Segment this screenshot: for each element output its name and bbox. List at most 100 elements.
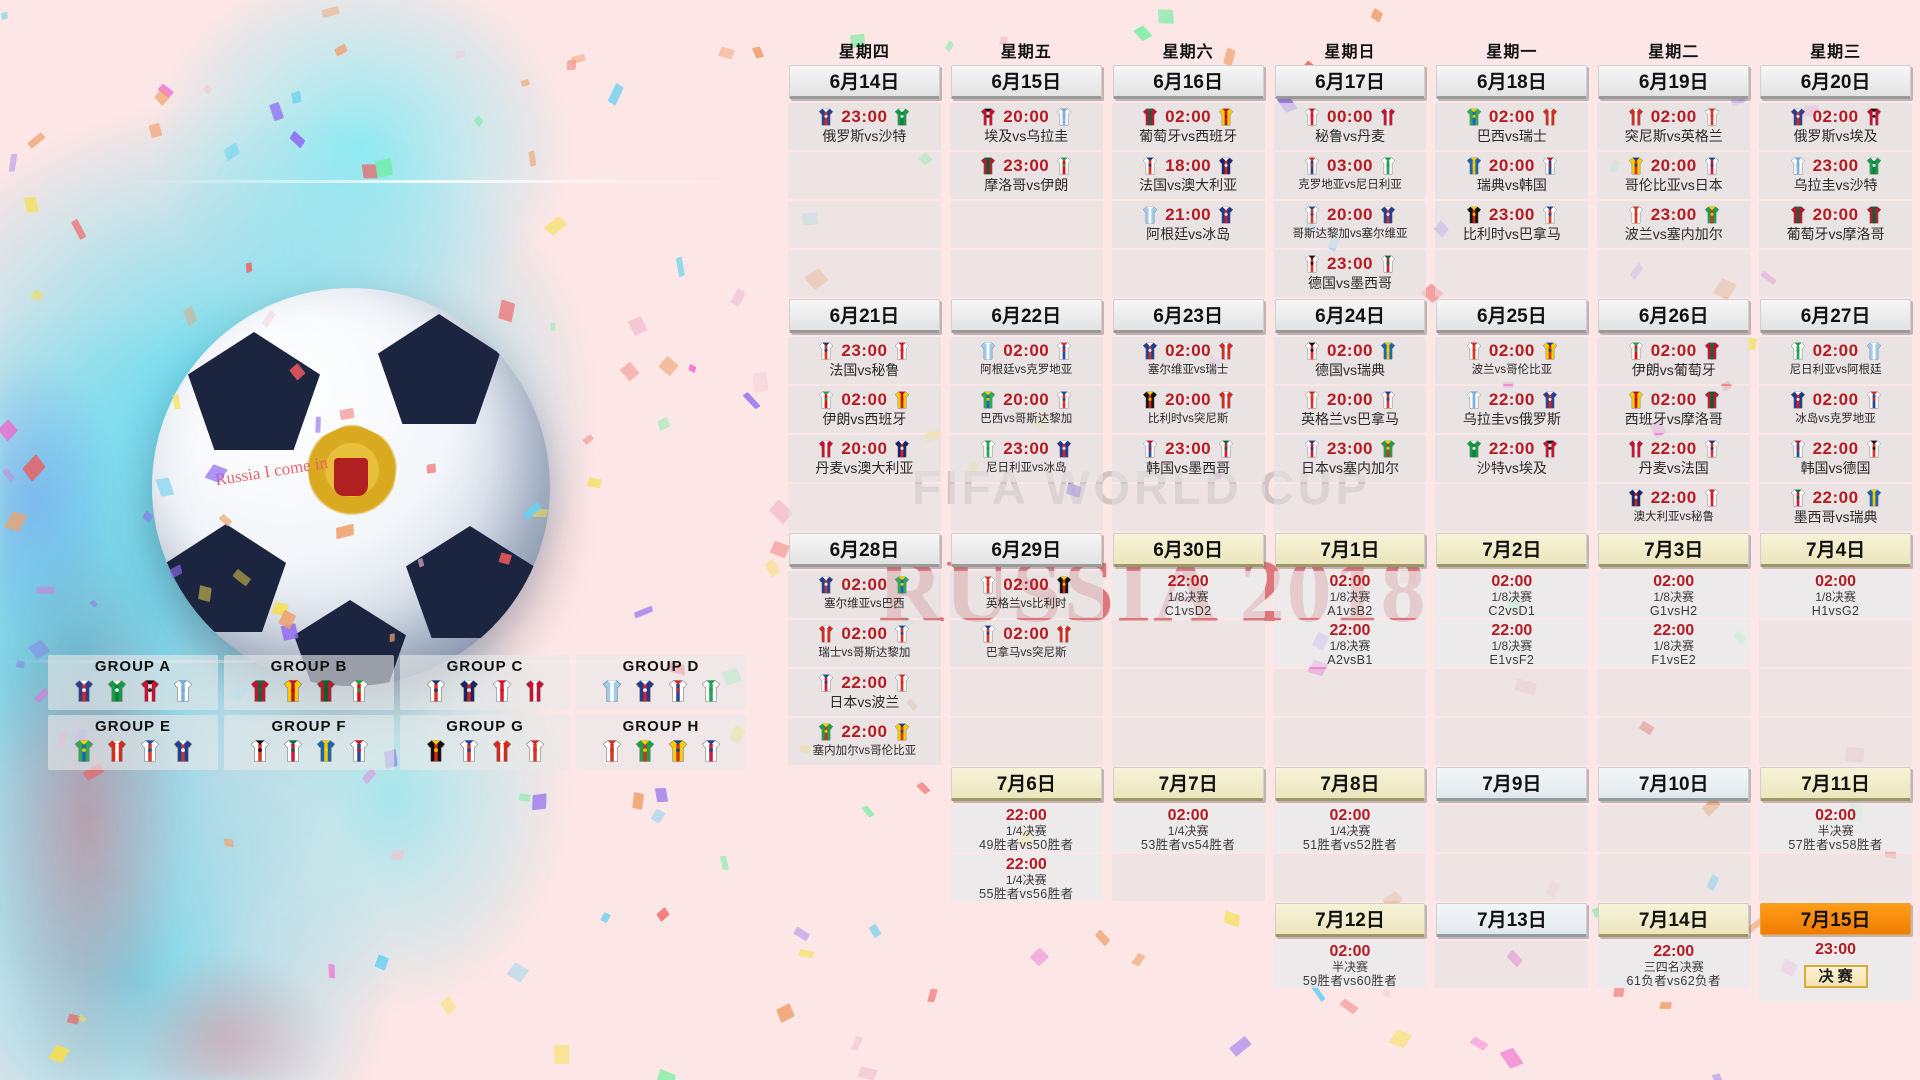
match-cell[interactable]: 02:00 塞尔维亚vs巴西 bbox=[788, 571, 941, 618]
match-cell[interactable]: 22:00 丹麦vs法国 bbox=[1597, 435, 1751, 482]
match-cell[interactable]: 23:00 法国vs秘鲁 bbox=[788, 337, 941, 384]
knockout-match-cell[interactable]: 02:00 1/4决赛 51胜者vs52胜者 bbox=[1273, 805, 1427, 852]
date-header[interactable]: 7月2日 bbox=[1436, 533, 1588, 567]
match-cell[interactable]: 23:00 摩洛哥vs伊朗 bbox=[949, 152, 1103, 199]
match-cell[interactable]: 02:00 塞尔维亚vs瑞士 bbox=[1111, 337, 1265, 384]
date-header[interactable]: 7月3日 bbox=[1598, 533, 1750, 567]
match-cell[interactable]: 02:00 巴西vs瑞士 bbox=[1435, 103, 1589, 150]
match-cell[interactable]: 20:00 瑞典vs韩国 bbox=[1435, 152, 1589, 199]
match-cell[interactable]: 02:00 巴拿马vs突尼斯 bbox=[949, 620, 1103, 667]
match-cell[interactable]: 02:00 阿根廷vs克罗地亚 bbox=[949, 337, 1103, 384]
match-cell[interactable]: 02:00 德国vs瑞典 bbox=[1273, 337, 1427, 384]
date-header[interactable]: 6月25日 bbox=[1436, 299, 1588, 333]
match-cell[interactable]: 02:00 英格兰vs比利时 bbox=[949, 571, 1103, 618]
match-cell[interactable]: 20:00 葡萄牙vs摩洛哥 bbox=[1759, 201, 1912, 248]
group-box-group-h[interactable]: GROUP H bbox=[576, 715, 746, 770]
match-cell[interactable]: 20:00 英格兰vs巴拿马 bbox=[1273, 386, 1427, 433]
match-cell[interactable]: 23:00 比利时vs巴拿马 bbox=[1435, 201, 1589, 248]
date-header[interactable]: 6月30日 bbox=[1112, 533, 1264, 567]
knockout-match-cell[interactable]: 02:00 半决赛 57胜者vs58胜者 bbox=[1759, 805, 1912, 852]
knockout-match-cell[interactable]: 22:00 1/8决赛 C1vsD2 bbox=[1111, 571, 1265, 618]
date-header[interactable]: 7月14日 bbox=[1598, 903, 1750, 937]
group-box-group-b[interactable]: GROUP B bbox=[224, 655, 394, 710]
date-header[interactable]: 7月9日 bbox=[1436, 767, 1588, 801]
date-header[interactable]: 6月17日 bbox=[1274, 65, 1426, 99]
match-cell[interactable]: 21:00 阿根廷vs冰岛 bbox=[1111, 201, 1265, 248]
match-cell[interactable]: 00:00 秘鲁vs丹麦 bbox=[1273, 103, 1427, 150]
date-header[interactable]: 6月15日 bbox=[950, 65, 1102, 99]
match-cell[interactable]: 20:00 比利时vs突尼斯 bbox=[1111, 386, 1265, 433]
match-cell[interactable]: 23:00 日本vs塞内加尔 bbox=[1273, 435, 1427, 482]
group-box-group-c[interactable]: GROUP C bbox=[400, 655, 570, 710]
knockout-match-cell[interactable]: 02:00 1/8决赛 A1vsB2 bbox=[1273, 571, 1427, 618]
date-header[interactable]: 6月16日 bbox=[1112, 65, 1264, 99]
match-cell[interactable]: 22:00 韩国vs德国 bbox=[1759, 435, 1912, 482]
date-header[interactable]: 7月7日 bbox=[1112, 767, 1264, 801]
date-header[interactable]: 7月13日 bbox=[1436, 903, 1588, 937]
match-cell[interactable]: 22:00 乌拉圭vs俄罗斯 bbox=[1435, 386, 1589, 433]
knockout-match-cell[interactable]: 22:00 三四名决赛 61负者vs62负者 bbox=[1597, 941, 1751, 988]
knockout-match-cell[interactable]: 22:00 1/8决赛 E1vsF2 bbox=[1435, 620, 1589, 667]
date-header[interactable]: 6月18日 bbox=[1436, 65, 1588, 99]
knockout-match-cell[interactable]: 02:00 1/8决赛 H1vsG2 bbox=[1759, 571, 1912, 618]
date-header[interactable]: 7月1日 bbox=[1274, 533, 1426, 567]
match-cell[interactable]: 20:00 埃及vs乌拉圭 bbox=[949, 103, 1103, 150]
group-box-group-g[interactable]: GROUP G bbox=[400, 715, 570, 770]
match-cell[interactable]: 23:00 韩国vs墨西哥 bbox=[1111, 435, 1265, 482]
final-badge[interactable]: 决 赛 bbox=[1803, 965, 1868, 988]
match-cell[interactable]: 02:00 俄罗斯vs埃及 bbox=[1759, 103, 1912, 150]
final-match-cell[interactable]: 23:00 决 赛 bbox=[1759, 939, 1912, 1001]
match-cell[interactable]: 20:00 哥伦比亚vs日本 bbox=[1597, 152, 1751, 199]
match-cell[interactable]: 02:00 伊朗vs葡萄牙 bbox=[1597, 337, 1751, 384]
match-cell[interactable]: 02:00 尼日利亚vs阿根廷 bbox=[1759, 337, 1912, 384]
date-header[interactable]: 7月6日 bbox=[950, 767, 1102, 801]
group-box-group-e[interactable]: GROUP E bbox=[48, 715, 218, 770]
group-box-group-a[interactable]: GROUP A bbox=[48, 655, 218, 710]
date-header[interactable]: 6月27日 bbox=[1760, 299, 1911, 333]
knockout-match-cell[interactable]: 02:00 1/8决赛 C2vsD1 bbox=[1435, 571, 1589, 618]
match-cell[interactable]: 03:00 克罗地亚vs尼日利亚 bbox=[1273, 152, 1427, 199]
match-cell[interactable]: 18:00 法国vs澳大利亚 bbox=[1111, 152, 1265, 199]
match-cell[interactable]: 23:00 俄罗斯vs沙特 bbox=[788, 103, 941, 150]
match-cell[interactable]: 22:00 澳大利亚vs秘鲁 bbox=[1597, 484, 1751, 531]
knockout-match-cell[interactable]: 22:00 1/4决赛 55胜者vs56胜者 bbox=[949, 854, 1103, 901]
match-cell[interactable]: 02:00 波兰vs哥伦比亚 bbox=[1435, 337, 1589, 384]
match-cell[interactable]: 23:00 乌拉圭vs沙特 bbox=[1759, 152, 1912, 199]
match-cell[interactable]: 02:00 葡萄牙vs西班牙 bbox=[1111, 103, 1265, 150]
match-cell[interactable]: 23:00 波兰vs塞内加尔 bbox=[1597, 201, 1751, 248]
date-header[interactable]: 6月14日 bbox=[789, 65, 940, 99]
match-cell[interactable]: 23:00 德国vs墨西哥 bbox=[1273, 250, 1427, 297]
match-cell[interactable]: 02:00 瑞士vs哥斯达黎加 bbox=[788, 620, 941, 667]
date-header[interactable]: 7月12日 bbox=[1274, 903, 1426, 937]
match-cell[interactable]: 02:00 伊朗vs西班牙 bbox=[788, 386, 941, 433]
date-header[interactable]: 6月28日 bbox=[789, 533, 940, 567]
match-cell[interactable]: 22:00 日本vs波兰 bbox=[788, 669, 941, 716]
match-cell[interactable]: 20:00 哥斯达黎加vs塞尔维亚 bbox=[1273, 201, 1427, 248]
date-header[interactable]: 6月23日 bbox=[1112, 299, 1264, 333]
group-box-group-d[interactable]: GROUP D bbox=[576, 655, 746, 710]
group-box-group-f[interactable]: GROUP F bbox=[224, 715, 394, 770]
knockout-match-cell[interactable]: 02:00 1/4决赛 53胜者vs54胜者 bbox=[1111, 805, 1265, 852]
knockout-match-cell[interactable]: 22:00 1/8决赛 F1vsE2 bbox=[1597, 620, 1751, 667]
date-header[interactable]: 6月26日 bbox=[1598, 299, 1750, 333]
date-header[interactable]: 7月15日 bbox=[1760, 903, 1911, 935]
knockout-match-cell[interactable]: 22:00 1/4决赛 49胜者vs50胜者 bbox=[949, 805, 1103, 852]
match-cell[interactable]: 22:00 沙特vs埃及 bbox=[1435, 435, 1589, 482]
date-header[interactable]: 6月22日 bbox=[950, 299, 1102, 333]
match-cell[interactable]: 22:00 墨西哥vs瑞典 bbox=[1759, 484, 1912, 531]
date-header[interactable]: 6月20日 bbox=[1760, 65, 1911, 99]
date-header[interactable]: 7月4日 bbox=[1760, 533, 1911, 567]
date-header[interactable]: 6月24日 bbox=[1274, 299, 1426, 333]
date-header[interactable]: 6月21日 bbox=[789, 299, 940, 333]
date-header[interactable]: 7月8日 bbox=[1274, 767, 1426, 801]
match-cell[interactable]: 02:00 西班牙vs摩洛哥 bbox=[1597, 386, 1751, 433]
match-cell[interactable]: 22:00 塞内加尔vs哥伦比亚 bbox=[788, 718, 941, 765]
match-cell[interactable]: 20:00 丹麦vs澳大利亚 bbox=[788, 435, 941, 482]
match-cell[interactable]: 20:00 巴西vs哥斯达黎加 bbox=[949, 386, 1103, 433]
match-cell[interactable]: 02:00 突尼斯vs英格兰 bbox=[1597, 103, 1751, 150]
date-header[interactable]: 6月29日 bbox=[950, 533, 1102, 567]
match-cell[interactable]: 02:00 冰岛vs克罗地亚 bbox=[1759, 386, 1912, 433]
knockout-match-cell[interactable]: 02:00 半决赛 59胜者vs60胜者 bbox=[1273, 941, 1427, 988]
match-cell[interactable]: 23:00 尼日利亚vs冰岛 bbox=[949, 435, 1103, 482]
date-header[interactable]: 7月11日 bbox=[1760, 767, 1911, 801]
